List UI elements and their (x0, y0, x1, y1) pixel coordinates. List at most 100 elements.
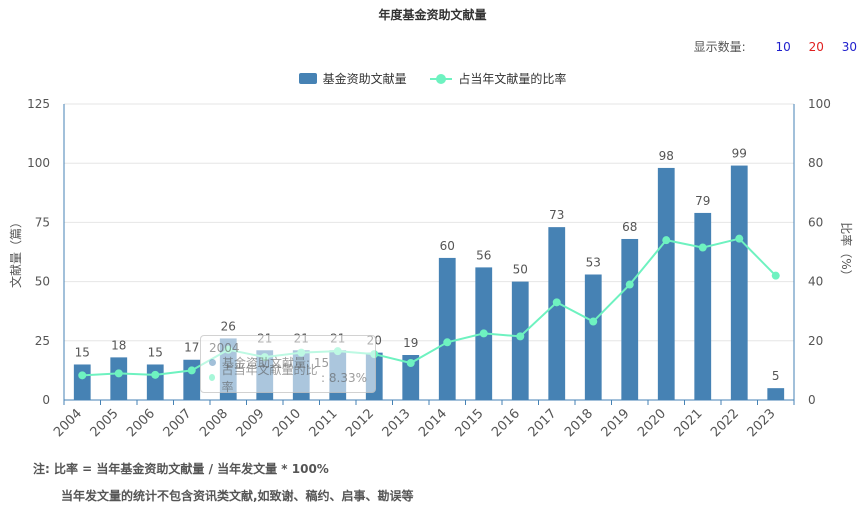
ratio-point (698, 243, 707, 252)
bar (694, 212, 712, 400)
bar-data-label: 56 (476, 248, 491, 262)
x-tick-label: 2022 (708, 406, 742, 440)
display-count-option-10[interactable]: 10 (775, 40, 791, 54)
bar (73, 364, 91, 400)
tooltip-bar-value: 15 (313, 355, 330, 370)
display-count-option-20[interactable]: 20 (808, 40, 824, 54)
legend-line-label: 占当年文献量的比率 (458, 72, 567, 86)
bar (657, 167, 675, 400)
bar (438, 257, 456, 400)
y-tick-label: 75 (35, 215, 50, 229)
x-tick-label: 2004 (51, 406, 85, 440)
x-tick-label: 2011 (307, 406, 341, 440)
chart-notes: 注: 比率 = 当年基金资助文献量 / 当年发文量 * 100% 当年发文量的统… (33, 460, 414, 504)
ratio-point (151, 370, 160, 379)
ratio-point (735, 234, 744, 243)
x-tick-label: 2015 (453, 406, 487, 440)
ratio-point (589, 317, 598, 326)
x-tick-label: 2017 (526, 406, 560, 440)
ratio-point (443, 338, 452, 347)
bar (110, 357, 128, 400)
x-tick-label: 2010 (270, 406, 304, 440)
chart-title: 年度基金资助文献量 (378, 8, 487, 22)
bar (146, 364, 164, 400)
bar-data-label: 53 (586, 255, 601, 269)
x-tick-label: 2009 (234, 406, 268, 440)
display-count-selector: 显示数量: 10 20 30 (694, 38, 857, 55)
x-tick-label: 2007 (161, 406, 195, 440)
bar (511, 281, 529, 400)
bar (548, 227, 566, 400)
ratio-point (516, 332, 525, 341)
y-tick-label: 0 (42, 393, 50, 407)
ratio-point (479, 329, 488, 338)
x-tick-label: 2008 (197, 406, 231, 440)
bar (621, 238, 639, 400)
legend-bar-swatch (298, 73, 317, 84)
tooltip-bar-dot (209, 359, 216, 366)
bar-data-label: 17 (184, 341, 199, 355)
bar (402, 355, 420, 400)
bar-data-label: 15 (148, 345, 163, 359)
tooltip-year: 2004 (209, 340, 240, 355)
y2-tick-label: 20 (808, 334, 823, 348)
legend-item-bar[interactable]: 基金资助文献量 (298, 70, 407, 87)
tooltip-line-dot (209, 374, 216, 381)
x-tick-label: 2019 (599, 406, 633, 440)
y-tick-label: 100 (27, 156, 50, 170)
bar-data-label: 26 (221, 319, 236, 333)
ratio-line (82, 237, 777, 377)
bar (767, 388, 785, 400)
bar-data-label: 50 (513, 263, 528, 277)
bar-data-label: 99 (732, 147, 747, 161)
y2-tick-label: 0 (808, 393, 816, 407)
legend-line-swatch (430, 73, 453, 84)
y2-tick-label: 100 (808, 97, 831, 111)
bar-data-label: 18 (111, 338, 126, 352)
y-tick-label: 125 (27, 97, 50, 111)
bar (183, 359, 201, 400)
y-axis-title: 文献量（篇） (8, 216, 23, 288)
x-tick-label: 2012 (343, 406, 377, 440)
x-tick-label: 2006 (124, 406, 158, 440)
tooltip-line-value: 8.33% (328, 370, 367, 385)
ratio-point (771, 271, 780, 280)
y2-tick-label: 40 (808, 275, 823, 289)
x-tick-label: 2005 (88, 406, 122, 440)
legend-bar-label: 基金资助文献量 (322, 72, 407, 86)
ratio-point (552, 298, 561, 307)
x-tick-label: 2018 (562, 406, 596, 440)
bar-data-label: 73 (549, 208, 564, 222)
bar-data-label: 79 (695, 194, 710, 208)
x-tick-label: 2014 (416, 406, 450, 440)
chart-legend: 基金资助文献量 占当年文献量的比率 (0, 70, 865, 87)
ratio-point (187, 366, 196, 375)
ratio-point (78, 371, 87, 380)
y2-tick-label: 60 (808, 215, 823, 229)
ratio-point (406, 359, 415, 367)
bar-data-label: 19 (403, 336, 418, 350)
ratio-point (662, 236, 671, 245)
y2-tick-label: 80 (808, 156, 823, 170)
x-tick-label: 2020 (635, 406, 669, 440)
bar-data-label: 15 (75, 345, 90, 359)
bar-data-label: 5 (772, 369, 780, 383)
y-tick-label: 25 (35, 334, 50, 348)
display-count-label: 显示数量: (693, 40, 746, 54)
display-count-option-30[interactable]: 30 (841, 40, 857, 54)
y2-axis-title: 比率（%） (839, 222, 854, 281)
ratio-point (114, 369, 123, 378)
x-tick-label: 2013 (380, 406, 414, 440)
ratio-point (625, 280, 634, 289)
tooltip-row-bar: 基金资助文献量: 15 (209, 355, 367, 370)
tooltip-row-line: 占当年文献量的比率: 8.33% (209, 363, 367, 394)
bar (730, 165, 748, 400)
x-tick-label: 2021 (672, 406, 706, 440)
note-statistics-scope: 当年发文量的统计不包含资讯类文献,如致谢、稿约、启事、勘误等 (61, 489, 414, 503)
legend-item-line[interactable]: 占当年文献量的比率 (430, 70, 566, 87)
chart-tooltip: 2004 基金资助文献量: 15 占当年文献量的比率: 8.33% (200, 335, 376, 394)
tooltip-line-label: 占当年文献量的比率 (221, 362, 318, 394)
x-tick-label: 2023 (745, 406, 779, 440)
bar (584, 274, 602, 400)
